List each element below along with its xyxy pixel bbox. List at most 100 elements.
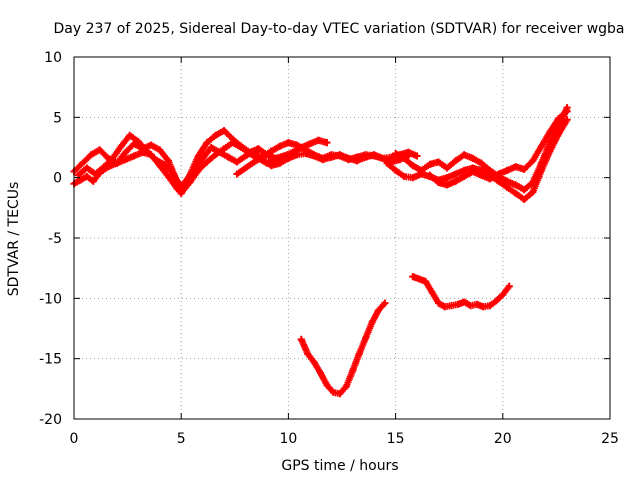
data-point <box>374 306 382 314</box>
data-point <box>529 178 537 186</box>
data-point <box>177 185 185 193</box>
data-point <box>537 159 545 167</box>
data-point <box>220 127 228 135</box>
data-point <box>383 159 391 167</box>
data-point <box>276 142 284 150</box>
data-point <box>447 302 455 310</box>
data-point <box>512 189 520 197</box>
data-point <box>254 145 262 153</box>
data-point <box>349 367 357 375</box>
data-point <box>434 178 442 186</box>
data-point <box>242 152 250 160</box>
data-point <box>486 166 494 174</box>
data-point <box>499 291 507 299</box>
data-point <box>156 146 164 154</box>
data-point <box>392 166 400 174</box>
data-point <box>563 116 571 124</box>
data-point <box>160 160 168 168</box>
data-point <box>203 139 211 147</box>
x-tick-label: 25 <box>601 431 619 447</box>
data-point <box>126 131 134 139</box>
data-point <box>233 158 241 166</box>
data-point <box>203 158 211 166</box>
data-point <box>329 388 337 396</box>
series-trace-9 <box>409 273 513 311</box>
data-point <box>280 152 288 160</box>
data-point <box>242 164 250 172</box>
data-point <box>426 160 434 168</box>
data-point <box>443 181 451 189</box>
data-point <box>323 139 331 147</box>
data-point <box>370 152 378 160</box>
data-point <box>409 174 417 182</box>
y-tick-label: 5 <box>53 110 62 126</box>
y-tick-label: -20 <box>39 412 62 428</box>
data-point <box>413 152 421 160</box>
y-tick-label: -5 <box>48 231 62 247</box>
data-point <box>250 158 258 166</box>
data-point <box>503 183 511 191</box>
data-point <box>237 144 245 151</box>
data-point <box>409 273 417 281</box>
data-point <box>480 303 488 311</box>
series-trace <box>297 299 389 398</box>
data-point <box>91 170 99 178</box>
data-point <box>473 300 481 308</box>
data-point <box>310 151 318 159</box>
data-point <box>143 147 151 155</box>
data-point <box>503 177 511 185</box>
data-point <box>151 156 159 164</box>
data-point <box>434 299 442 307</box>
data-point <box>302 146 310 154</box>
data-point <box>306 140 314 148</box>
data-point <box>147 141 155 149</box>
data-point <box>323 381 331 389</box>
data-point <box>537 142 545 150</box>
data-point <box>130 152 138 160</box>
data-point <box>96 146 104 154</box>
data-point <box>284 154 292 162</box>
data-point <box>460 172 468 180</box>
data-point <box>415 275 423 283</box>
data-point <box>220 145 228 153</box>
series-trace-7 <box>426 107 571 189</box>
data-point <box>469 168 477 176</box>
data-point <box>368 318 376 326</box>
data-point <box>314 136 322 144</box>
data-point <box>441 303 449 311</box>
data-point <box>546 139 554 147</box>
data-point <box>317 369 325 377</box>
x-tick-label: 10 <box>279 431 297 447</box>
data-point <box>486 302 494 310</box>
data-point <box>89 177 97 185</box>
data-point <box>454 300 462 308</box>
data-point <box>121 156 129 164</box>
y-tick-labels: 10 5 0 -5 -10 -15 -20 <box>39 50 62 428</box>
data-point <box>100 163 108 171</box>
data-point <box>109 154 117 162</box>
data-point <box>392 150 400 158</box>
y-tick-label: -15 <box>39 352 62 368</box>
y-tick-label: 0 <box>53 171 62 187</box>
data-point <box>503 166 511 174</box>
data-point <box>267 147 275 155</box>
data-point <box>529 188 537 196</box>
axis-ticks <box>73 56 611 420</box>
data-point <box>452 157 460 165</box>
data-point <box>387 153 395 161</box>
data-point <box>164 157 172 165</box>
data-point <box>460 298 468 306</box>
data-point <box>477 171 485 179</box>
data-point <box>304 350 312 358</box>
data-point <box>426 171 434 179</box>
data-point <box>164 172 172 180</box>
data-point <box>495 170 503 178</box>
data-point <box>212 151 220 159</box>
data-point <box>486 175 494 183</box>
data-point <box>381 299 389 307</box>
data-point <box>76 176 84 184</box>
data-point <box>310 358 318 366</box>
data-point <box>362 151 370 159</box>
data-point <box>293 151 301 159</box>
y-tick-label: -10 <box>39 291 62 307</box>
